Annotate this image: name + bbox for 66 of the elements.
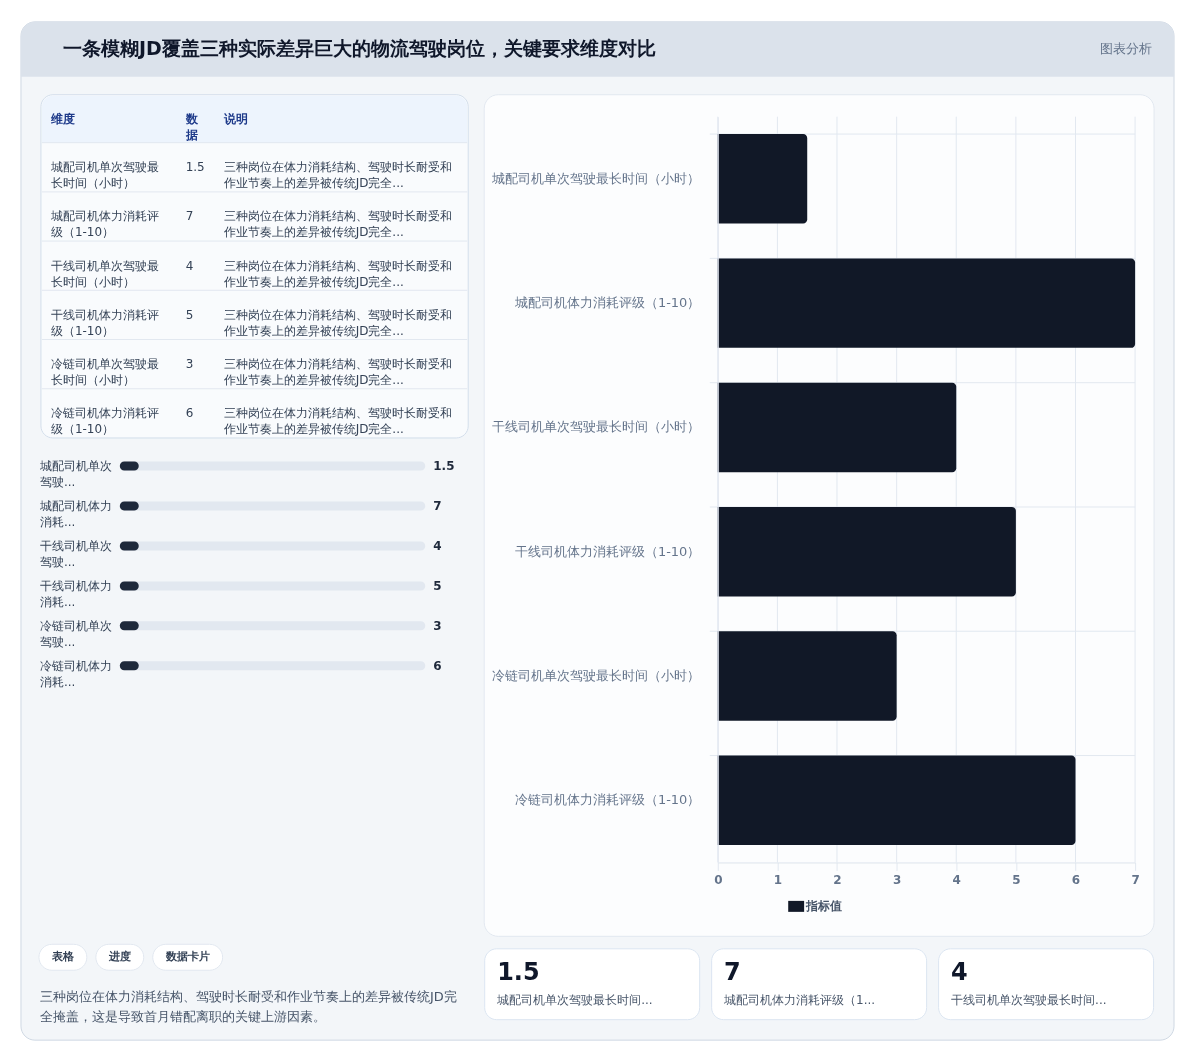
- text: 说明: [222, 111, 248, 126]
- data-label: 4: [433, 538, 442, 553]
- data-label: 1.5: [497, 958, 540, 987]
- data-label: 1.5: [185, 160, 205, 175]
- data-label: 4: [185, 258, 194, 273]
- data-label: 6: [433, 658, 442, 673]
- data-label: 6: [185, 406, 194, 421]
- text: 进度: [107, 950, 131, 964]
- data-label: 5: [433, 578, 442, 593]
- bar: [717, 258, 1136, 348]
- data-label: 3: [433, 618, 442, 633]
- text: 一条模糊JD覆盖三种实际差异巨大的物流驾驶岗位，关键要求维度对比: [62, 37, 656, 60]
- data-label: 1.5: [433, 459, 455, 474]
- text: 图表分析: [1100, 41, 1153, 57]
- category-label: 冷链司机单次驾驶...: [39, 618, 112, 649]
- category-label: 城配司机体力消耗评级（1...: [723, 993, 876, 1008]
- text: 三种岗位在体力消耗结构、驾驶时长耐受和作业节奏上的差异被传统JD完全掩盖，这是导致首月错配离职的关键上游因素。: [39, 989, 457, 1025]
- x-tick-label: 7: [1131, 872, 1140, 887]
- y-tick-label: 城配司机体力消耗评级（1-10）: [513, 295, 701, 311]
- data-label: 7: [185, 209, 194, 224]
- category-label: 城配司机单次驾驶...: [38, 459, 112, 490]
- x-tick-label: 6: [1071, 872, 1081, 887]
- data-label: 7: [433, 499, 442, 514]
- text: 维度: [49, 111, 75, 126]
- y-tick-label: 干线司机单次驾驶最长时间（小时）: [492, 419, 701, 435]
- category-label: 干线司机体力消耗...: [39, 578, 112, 609]
- bar: [717, 382, 957, 473]
- data-label: 5: [185, 307, 194, 322]
- x-tick-label: 5: [1012, 872, 1021, 887]
- x-tick-label: 2: [833, 872, 842, 887]
- x-tick-label: 3: [892, 872, 902, 887]
- y-tick-label: 冷链司机单次驾驶最长时间（小时）: [492, 668, 701, 683]
- category-label: 干线司机单次驾驶最长时间...: [951, 993, 1107, 1008]
- category-label: 城配司机体力消耗...: [38, 499, 112, 530]
- category-label: 冷链司机体力消耗...: [39, 658, 112, 689]
- data-label: 3: [185, 357, 194, 372]
- y-tick-label: 冷链司机体力消耗评级（1-10）: [514, 792, 701, 808]
- data-label: 4: [951, 958, 968, 987]
- x-tick-label: 4: [952, 872, 961, 887]
- category-label: 干线司机体力消耗评级（1-10）: [50, 307, 159, 338]
- category-label: 干线司机单次驾驶最长时间（小时）: [50, 258, 159, 289]
- bar: [717, 506, 1016, 597]
- category-label: 干线司机单次驾驶...: [39, 538, 112, 569]
- category-label: 冷链司机体力消耗评级（1-10）: [50, 406, 159, 437]
- bar: [717, 631, 897, 721]
- text: 三种岗位在体力消耗结构、驾驶时长耐受和作业节奏上的差异被传统JD完全...: [222, 160, 452, 191]
- x-tick-label: 0: [714, 872, 723, 887]
- text: 数据: [184, 111, 199, 142]
- category-label: 城配司机单次驾驶最长时间...: [496, 993, 653, 1008]
- category-label: 城配司机体力消耗评级（1-10）: [49, 209, 159, 240]
- bar: [717, 134, 808, 224]
- y-tick-label: 城配司机单次驾驶最长时间（小时）: [491, 170, 701, 186]
- y-tick-label: 干线司机体力消耗评级（1-10）: [514, 543, 701, 559]
- text: 三种岗位在体力消耗结构、驾驶时长耐受和作业节奏上的差异被传统JD完全...: [222, 258, 452, 289]
- legend-label: 指标值: [805, 899, 843, 914]
- text: 数据卡片: [164, 950, 210, 964]
- text: 三种岗位在体力消耗结构、驾驶时长耐受和作业节奏上的差异被传统JD完全...: [222, 307, 452, 338]
- text: 表格: [50, 950, 75, 964]
- bar: [717, 755, 1076, 846]
- data-label: 7: [724, 958, 741, 987]
- x-tick-label: 1: [773, 872, 783, 887]
- category-label: 城配司机单次驾驶最长时间（小时）: [49, 160, 159, 191]
- text: 三种岗位在体力消耗结构、驾驶时长耐受和作业节奏上的差异被传统JD完全...: [222, 357, 452, 388]
- category-label: 冷链司机单次驾驶最长时间（小时）: [50, 357, 159, 388]
- text: 三种岗位在体力消耗结构、驾驶时长耐受和作业节奏上的差异被传统JD完全...: [222, 406, 452, 437]
- text: 三种岗位在体力消耗结构、驾驶时长耐受和作业节奏上的差异被传统JD完全...: [222, 209, 452, 240]
